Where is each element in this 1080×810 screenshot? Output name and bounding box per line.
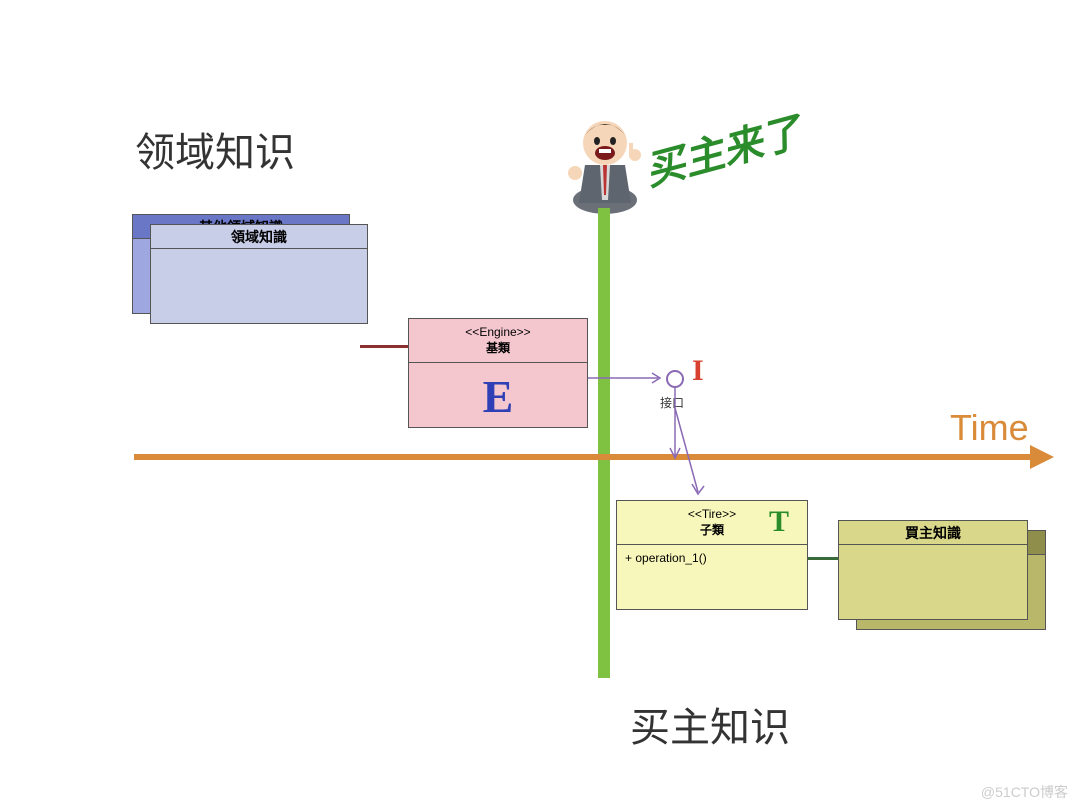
connector-engine-to-interface bbox=[588, 368, 670, 388]
engine-class-box: <<Engine>> 基類 E bbox=[408, 318, 588, 428]
time-axis-label: Time bbox=[950, 407, 1029, 449]
connector-domain-to-engine bbox=[360, 345, 408, 348]
title-buyer-knowledge: 买主知识 bbox=[630, 695, 790, 753]
watermark: @51CTO博客 bbox=[981, 782, 1068, 802]
time-axis bbox=[134, 454, 1054, 460]
cartoon-buyer bbox=[555, 105, 655, 215]
domain-stack-main-title: 領域知識 bbox=[151, 225, 367, 249]
engine-letter: E bbox=[483, 370, 514, 423]
tire-name: 子類 bbox=[700, 521, 724, 538]
interface-letter: I bbox=[692, 354, 704, 388]
engine-name: 基類 bbox=[486, 339, 510, 356]
title-domain-knowledge: 领域知识 bbox=[135, 120, 295, 178]
tire-letter: T bbox=[769, 505, 789, 539]
tire-class-box: <<Tire>> 子類 T + operation_1() bbox=[616, 500, 808, 610]
buyer-knowledge-stack: 買主知識 bbox=[838, 520, 1028, 620]
tire-operation: + operation_1() bbox=[625, 551, 707, 565]
vertical-divider bbox=[598, 208, 610, 678]
domain-knowledge-stack: 其他領域知識 領域知識 bbox=[150, 224, 368, 324]
title-buyer-arrived: 买主来了 bbox=[637, 100, 807, 197]
buyer-stack-main-title: 買主知識 bbox=[839, 521, 1027, 545]
connector-interface-to-tire bbox=[650, 388, 710, 506]
tire-stereotype: <<Tire>> bbox=[688, 507, 736, 521]
interface-circle bbox=[666, 370, 684, 388]
engine-stereotype: <<Engine>> bbox=[465, 325, 530, 339]
